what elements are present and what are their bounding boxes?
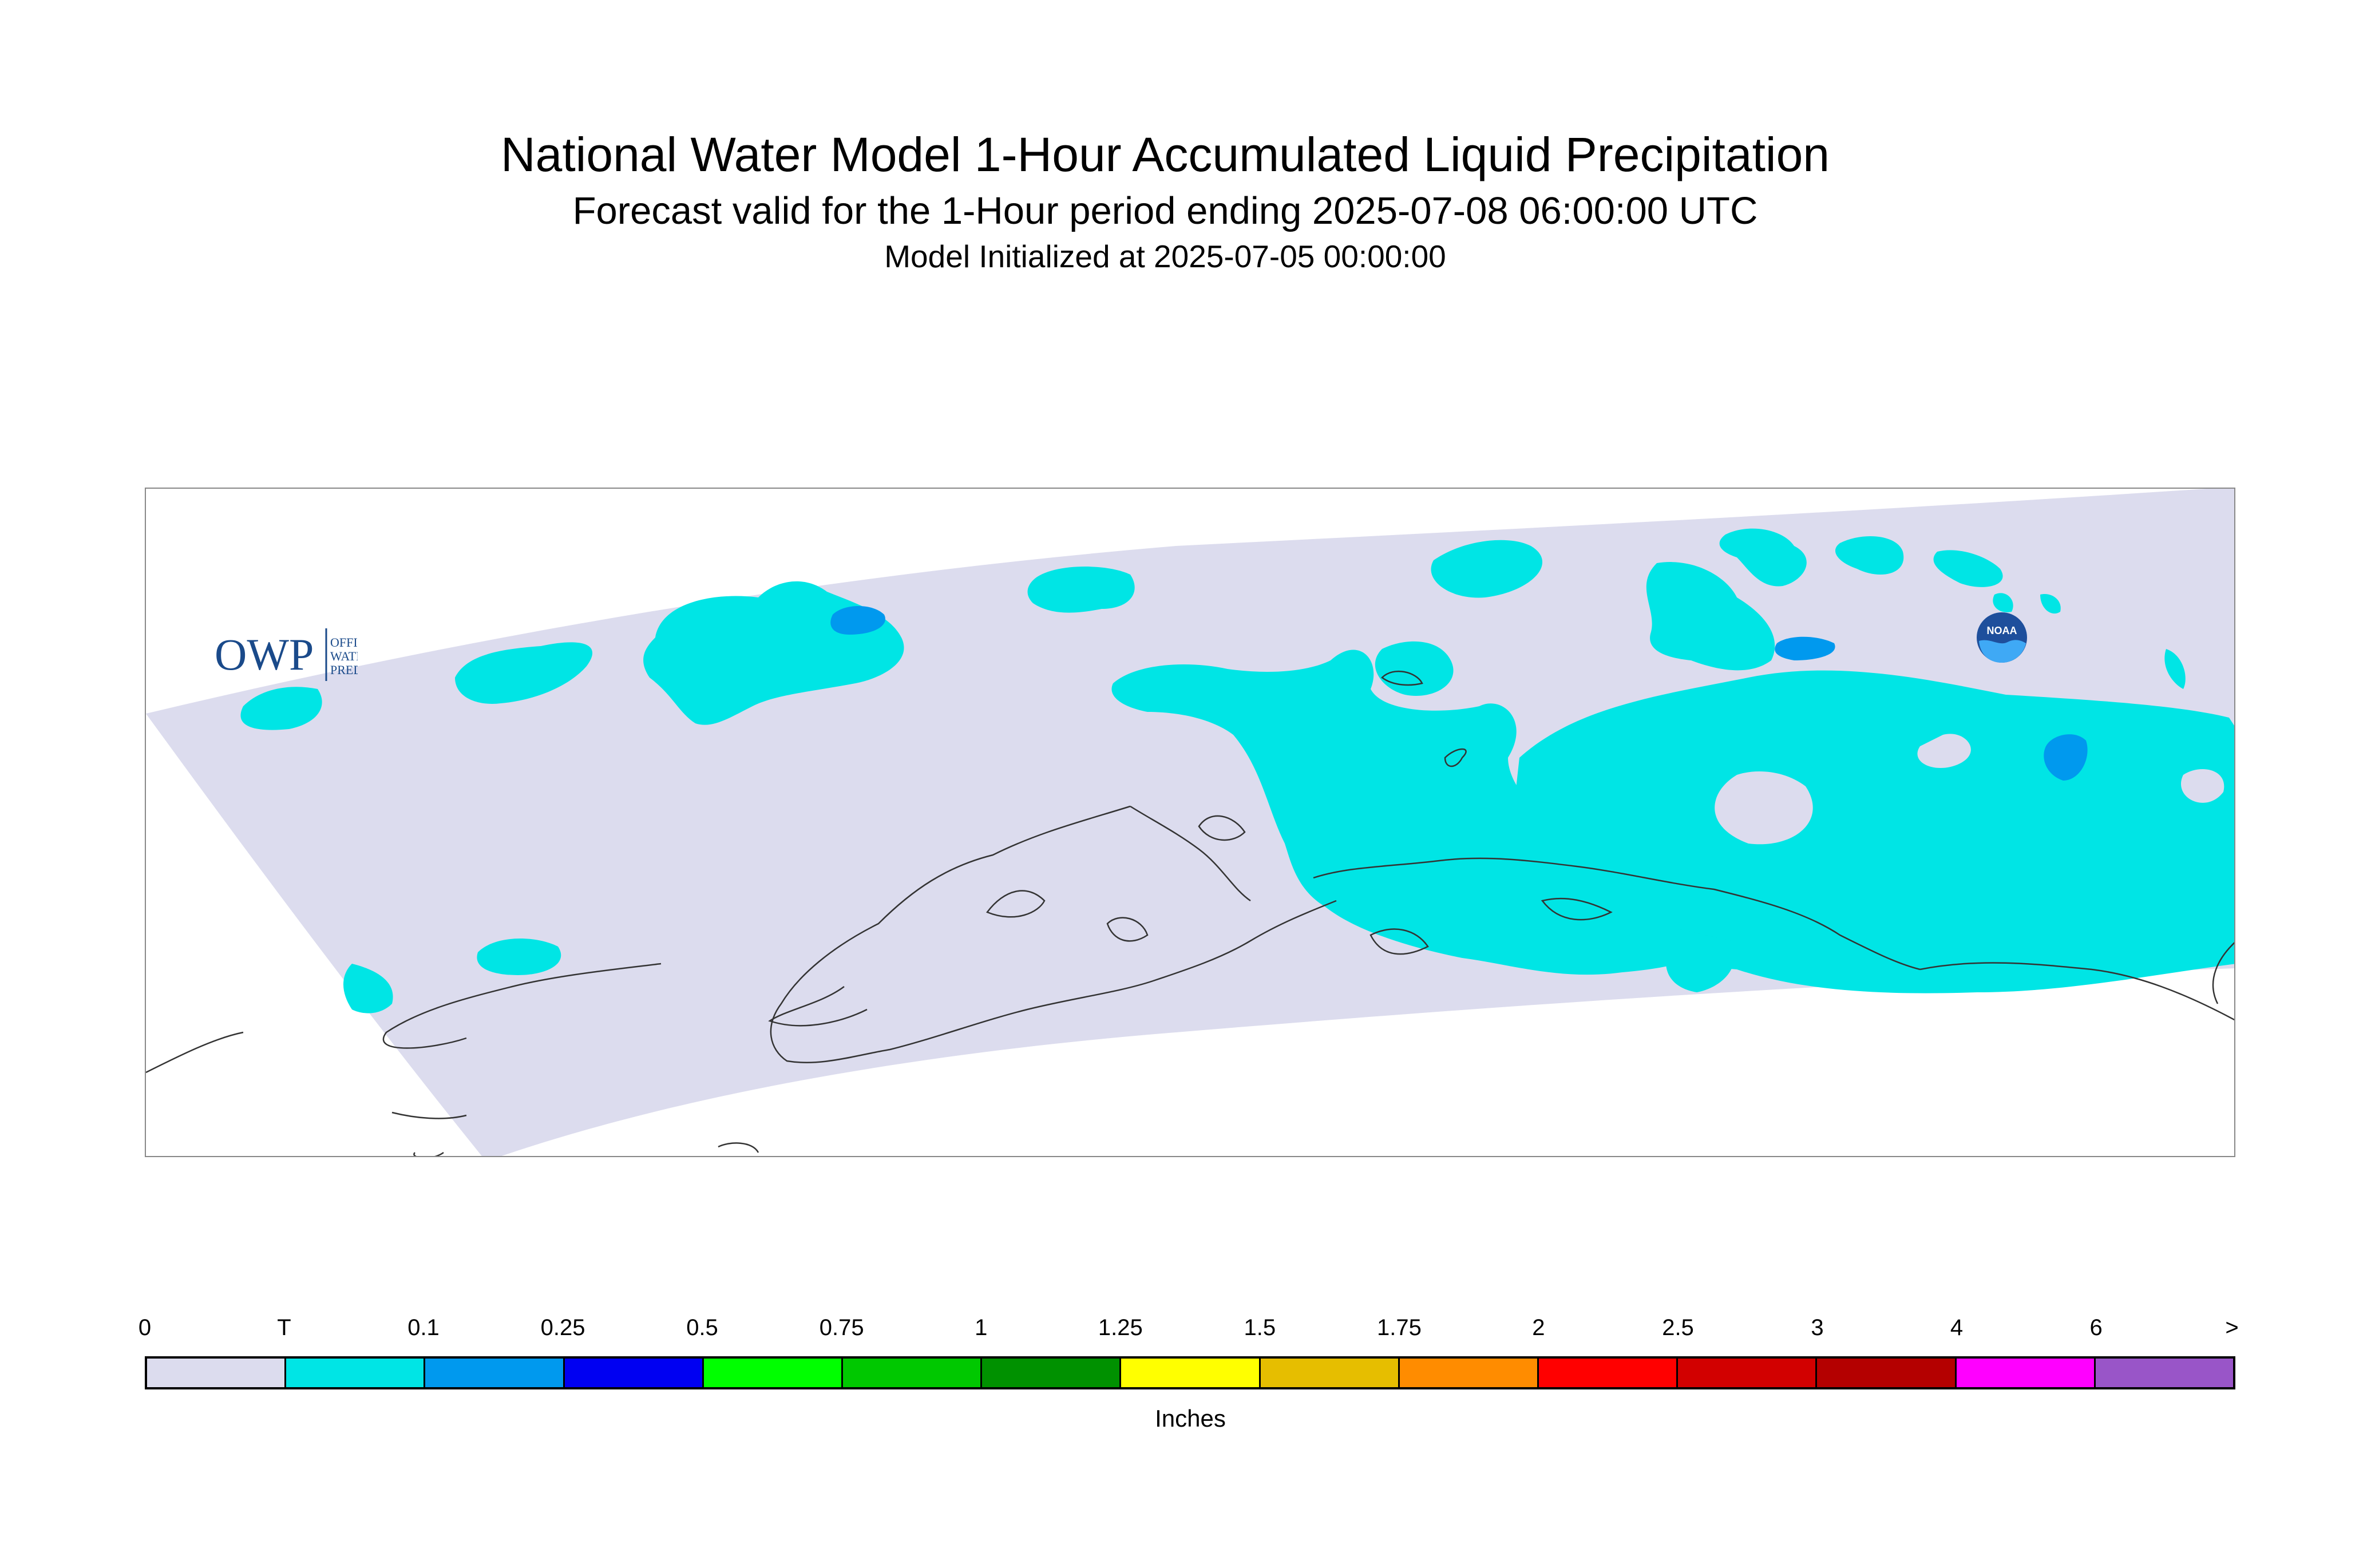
legend-tick-6: 1 [975,1315,988,1340]
legend-swatch-13 [1956,1359,2096,1387]
legend-swatch-1 [286,1359,426,1387]
legend-tick-1: T [277,1315,291,1340]
legend-swatch-9 [1399,1359,1539,1387]
legend-swatch-0 [147,1359,287,1387]
legend-swatch-12 [1817,1359,1957,1387]
legend-tick-8: 1.5 [1244,1315,1276,1340]
legend-tick-3: 0.25 [540,1315,585,1340]
precipitation-map [145,488,2235,1157]
legend-tick-9: 1.75 [1376,1315,1422,1340]
legend-swatch-5 [843,1359,983,1387]
noaa-logo: NOAA [1977,612,2027,663]
legend-swatch-6 [982,1359,1122,1387]
legend-swatch-14 [2095,1359,2234,1387]
legend-tick-12: 3 [1811,1315,1824,1340]
light-precip-areas [830,606,2088,781]
coastlines [146,670,2234,1156]
legend-tick-7: 1.25 [1098,1315,1143,1340]
legend-swatch-11 [1678,1359,1818,1387]
forecast-valid-subtitle: Forecast valid for the 1-Hour period end… [572,189,1758,232]
legend-swatch-8 [1260,1359,1400,1387]
map-title: National Water Model 1-Hour Accumulated … [500,128,1830,181]
legend-swatch-3 [564,1359,704,1387]
legend-swatch-7 [1121,1359,1261,1387]
legend-tick-11: 2.5 [1662,1315,1694,1340]
model-init-line: Model Initialized at 2025-07-05 00:00:00 [884,239,1446,274]
owp-sub-line-3: PREDICTION [330,663,358,677]
legend-tick-13: 4 [1950,1315,1964,1340]
legend-tick-4: 0.5 [686,1315,718,1340]
legend-tick-15: > [2225,1315,2239,1340]
owp-sub-line-2: WATER [330,649,358,663]
legend-tick-2: 0.1 [407,1315,440,1340]
legend-tick-14: 6 [2089,1315,2103,1340]
owp-logo-text: OWP [215,629,314,679]
legend-units-label: Inches [1155,1405,1226,1432]
legend-swatch-10 [1539,1359,1679,1387]
trace-precip-areas [240,528,2234,1013]
legend-color-bar [145,1356,2235,1389]
owp-logo: OWP OFFICE OF WATER PREDICTION [215,628,358,681]
legend-swatch-2 [425,1359,565,1387]
map-canvas [146,489,2234,1156]
legend-tick-0: 0 [138,1315,152,1340]
legend-tick-5: 0.75 [819,1315,864,1340]
owp-sub-line-1: OFFICE OF [330,635,358,650]
noaa-logo-text: NOAA [1987,625,2017,636]
legend-swatch-4 [703,1359,844,1387]
legend-tick-10: 2 [1532,1315,1545,1340]
